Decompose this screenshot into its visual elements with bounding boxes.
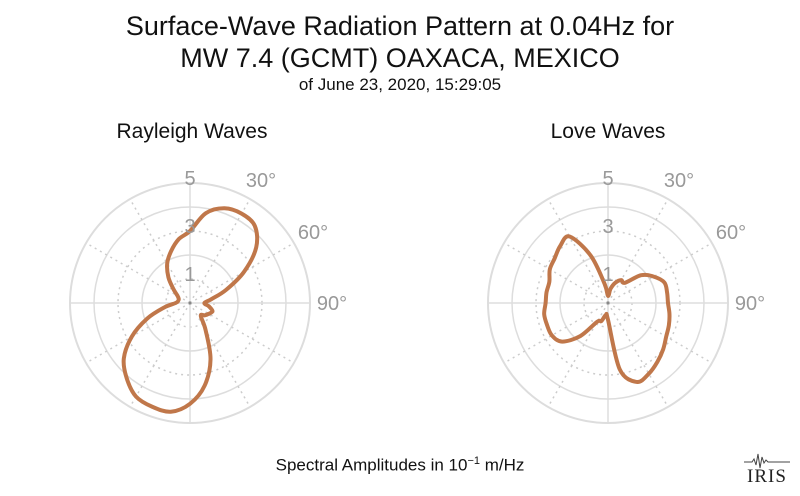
r-tick-label-3: 3 <box>184 216 195 238</box>
chart-title-line-1: Surface-Wave Radiation Pattern at 0.04Hz… <box>125 11 675 41</box>
grid-radial-240 <box>85 302 191 364</box>
seismogram-trace-icon <box>744 453 790 469</box>
chart-subtitle: of June 23, 2020, 15:29:05 <box>298 75 502 94</box>
grid-radial-210 <box>547 302 609 408</box>
chart-title-block: Surface-Wave Radiation Pattern at 0.04Hz… <box>0 10 800 96</box>
center-dot <box>606 301 610 305</box>
r-tick-label-5: 5 <box>602 168 613 190</box>
chart-title-line-2: MW 7.4 (GCMT) OAXACA, MEXICO <box>180 43 620 73</box>
amplitude-units-label: Spectral Amplitudes in 10−1 m/Hz <box>0 455 800 476</box>
rayleigh-polar-plot: 1 3 5 30° 60° 90° <box>69 168 347 424</box>
grid-radial-300 <box>503 242 609 304</box>
units-label-suffix: m/Hz <box>480 455 525 475</box>
love-panel-title: Love Waves <box>550 120 666 143</box>
rayleigh-panel-title: Rayleigh Waves <box>116 120 268 143</box>
grid-radial-330 <box>129 198 191 304</box>
r-tick-label-1: 1 <box>602 264 613 286</box>
grid-radial-30 <box>607 198 669 304</box>
grid-radial-120 <box>607 302 713 364</box>
center-dot <box>188 301 192 305</box>
units-label-prefix: Spectral Amplitudes in 10 <box>275 455 468 475</box>
angle-tick-label-60: 60° <box>298 222 328 244</box>
love-polar-plot: 1 3 5 30° 60° 90° <box>487 168 765 424</box>
angle-tick-label-30: 30° <box>246 170 276 192</box>
grid-radial-150 <box>607 302 669 408</box>
angle-tick-label-30: 30° <box>664 170 694 192</box>
angle-tick-label-90: 90° <box>317 293 347 315</box>
radiation-pattern-line <box>542 234 672 384</box>
grid-radial-240 <box>503 302 609 364</box>
r-tick-label-1: 1 <box>184 264 195 286</box>
r-tick-label-3: 3 <box>602 216 613 238</box>
angle-tick-label-60: 60° <box>716 222 746 244</box>
iris-logo-text: IRIS <box>747 466 787 487</box>
r-tick-label-5: 5 <box>184 168 195 190</box>
angle-tick-label-90: 90° <box>735 293 765 315</box>
iris-logo: IRIS <box>744 453 790 487</box>
grid-radial-60 <box>607 242 713 304</box>
units-label-exponent: −1 <box>467 455 480 467</box>
grid-radial-210 <box>129 302 191 408</box>
grid-radial-150 <box>189 302 251 408</box>
radiation-pattern-line <box>121 206 260 414</box>
